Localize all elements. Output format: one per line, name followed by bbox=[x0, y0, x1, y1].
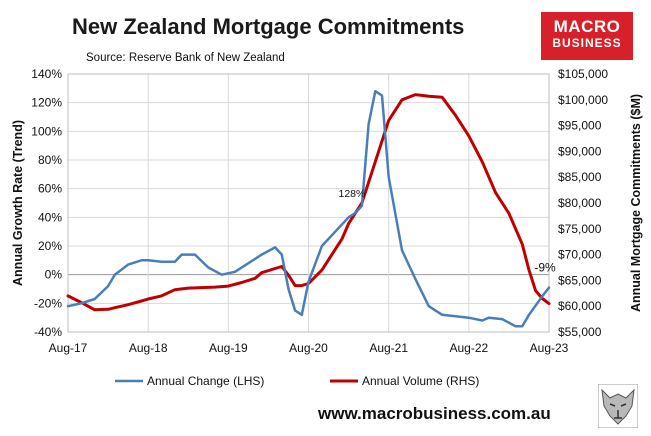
y-right-tick-label: $100,000 bbox=[558, 93, 608, 107]
y-right-tick-label: $90,000 bbox=[558, 144, 602, 158]
wolf-logo-icon bbox=[598, 384, 638, 428]
y-right-axis-title: Annual Mortgage Commitments ($M) bbox=[629, 94, 643, 312]
y-right-tick-label: $85,000 bbox=[558, 170, 602, 184]
x-tick-label: Aug-23 bbox=[530, 341, 569, 355]
y-left-tick-label: -40% bbox=[34, 325, 62, 339]
y-left-tick-label: 100% bbox=[31, 124, 62, 138]
y-left-tick-label: 60% bbox=[38, 182, 62, 196]
annotation-latest-label: -9% bbox=[534, 261, 556, 275]
x-tick-label: Aug-22 bbox=[449, 341, 488, 355]
legend-item-annual-volume-label: Annual Volume (RHS) bbox=[362, 374, 479, 388]
y-right-tick-label: $65,000 bbox=[558, 273, 602, 287]
y-left-tick-label: 40% bbox=[38, 210, 62, 224]
y-right-tick-label: $80,000 bbox=[558, 196, 602, 210]
page-title: New Zealand Mortgage Commitments bbox=[72, 14, 465, 39]
y-right-tick-label: $55,000 bbox=[558, 325, 602, 339]
y-left-tick-label: 80% bbox=[38, 153, 62, 167]
y-left-tick-label: 140% bbox=[31, 67, 62, 81]
x-tick-label: Aug-21 bbox=[369, 341, 408, 355]
y-right-tick-label: $75,000 bbox=[558, 222, 602, 236]
chart-source: Source: Reserve Bank of New Zealand bbox=[86, 52, 285, 64]
y-left-tick-label: 120% bbox=[31, 96, 62, 110]
x-tick-label: Aug-18 bbox=[129, 341, 168, 355]
legend-item-annual-change-label: Annual Change (LHS) bbox=[147, 374, 264, 388]
x-tick-label: Aug-19 bbox=[209, 341, 248, 355]
x-tick-label: Aug-17 bbox=[49, 341, 88, 355]
y-right-tick-label: $105,000 bbox=[558, 67, 608, 81]
plot-area bbox=[67, 73, 550, 333]
y-left-tick-label: 20% bbox=[38, 239, 62, 253]
series-line-annual-change bbox=[66, 89, 551, 328]
y-right-tick-label: $95,000 bbox=[558, 119, 602, 133]
footer-url: www.macrobusiness.com.au bbox=[318, 404, 551, 423]
logo-line-2: BUSINESS bbox=[552, 36, 622, 50]
y-right-tick-label: $60,000 bbox=[558, 299, 602, 313]
y-left-tick-label: -20% bbox=[34, 296, 62, 310]
y-right-tick-label: $70,000 bbox=[558, 248, 602, 262]
logo-line-1: MACRO bbox=[553, 17, 621, 36]
x-tick-label: Aug-20 bbox=[289, 341, 328, 355]
macrobusiness-logo: MACRO BUSINESS bbox=[541, 12, 633, 60]
y-left-tick-label: 0% bbox=[45, 268, 63, 282]
y-left-axis-title: Annual Growth Rate (Trend) bbox=[11, 120, 25, 286]
annotation-peak-label: 128% bbox=[339, 188, 366, 200]
series-line-annual-volume bbox=[66, 93, 551, 312]
